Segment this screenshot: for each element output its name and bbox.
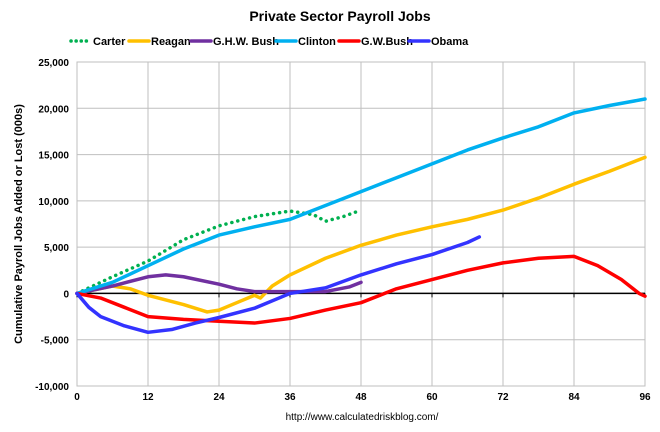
x-tick-label: 0 bbox=[74, 392, 80, 403]
axes: -10,000 -5,000 0 5,000 10,000 15,000 20,000 25,… bbox=[35, 58, 651, 403]
source-url: http://www.calculatedriskblog.com/ bbox=[286, 412, 439, 423]
x-tick-label: 60 bbox=[426, 392, 438, 403]
y-tick-label: -5,000 bbox=[41, 336, 70, 347]
y-tick-label: 20,000 bbox=[38, 104, 69, 115]
y-tick-label: 15,000 bbox=[38, 151, 69, 162]
series-line-clinton bbox=[75, 97, 647, 296]
legend: Carter Reagan G.H.W. Bush Clinton G.W.Bush Ob… bbox=[69, 36, 469, 48]
y-tick-label: -10,000 bbox=[35, 382, 69, 393]
x-tick-label: 12 bbox=[142, 392, 154, 403]
y-tick-label: 10,000 bbox=[38, 197, 69, 208]
y-tick-label: 25,000 bbox=[38, 58, 69, 69]
x-tick-label: 96 bbox=[639, 392, 651, 403]
series-line-reagan bbox=[75, 155, 647, 314]
x-tick-label: 36 bbox=[284, 392, 296, 403]
series-line-obama bbox=[75, 235, 482, 335]
legend-label: G.W.Bush bbox=[361, 36, 413, 48]
chart-title: Private Sector Payroll Jobs bbox=[249, 8, 431, 24]
series-line-g-w-bush bbox=[75, 254, 647, 325]
legend-label: Reagan bbox=[151, 36, 191, 48]
y-axis-label: Cumulative Payroll Jobs Added or Lost (0… bbox=[13, 104, 25, 344]
plot-border bbox=[76, 61, 646, 387]
x-tick-label: 24 bbox=[213, 392, 225, 403]
series-lines bbox=[75, 97, 647, 335]
series-line-g-h-w-bush bbox=[75, 273, 363, 296]
legend-label: Carter bbox=[93, 36, 126, 48]
legend-label: Clinton bbox=[298, 36, 336, 48]
legend-label: G.H.W. Bush bbox=[213, 36, 279, 48]
series-line-carter bbox=[75, 208, 363, 296]
y-tick-label: 5,000 bbox=[44, 243, 69, 254]
y-tick-label: 0 bbox=[63, 289, 69, 300]
x-tick-label: 72 bbox=[497, 392, 509, 403]
x-tick-label: 84 bbox=[568, 392, 580, 403]
grid bbox=[76, 61, 646, 387]
legend-label: Obama bbox=[431, 36, 469, 48]
x-tick-label: 48 bbox=[355, 392, 367, 403]
